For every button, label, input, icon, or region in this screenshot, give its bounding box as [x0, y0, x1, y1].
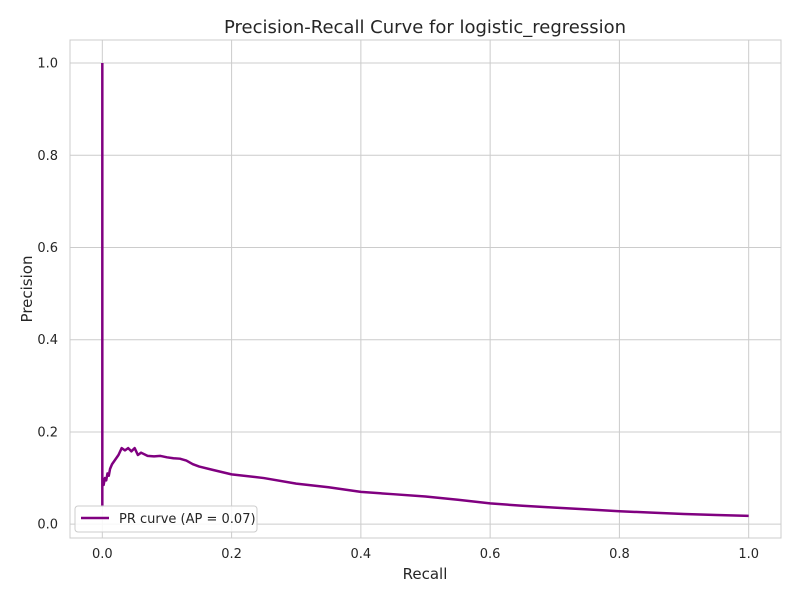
- legend-label: PR curve (AP = 0.07): [119, 512, 256, 527]
- legend-box: [74, 505, 258, 533]
- pr-curve-line: [101, 63, 749, 518]
- y-gridlines: [70, 62, 781, 525]
- x-tick-label: 0.4: [351, 547, 372, 562]
- y-tick-labels: 0.0 0.2 0.4 0.6 0.8 1.0: [37, 57, 58, 533]
- x-tick-label: 0.0: [92, 547, 113, 562]
- y-tick-label: 0.8: [37, 149, 58, 164]
- y-tick-label: 0.6: [37, 241, 58, 256]
- x-axis-label: Recall: [403, 565, 448, 583]
- x-tick-label: 0.2: [221, 547, 242, 562]
- y-axis-label: Precision: [18, 256, 36, 323]
- plot-area: [69, 39, 782, 539]
- y-tick-label: 1.0: [37, 57, 58, 72]
- y-tick-label: 0.2: [37, 425, 58, 440]
- y-tick-label: 0.0: [37, 518, 58, 533]
- legend: PR curve (AP = 0.07): [74, 505, 258, 533]
- plot-frame: [69, 39, 782, 539]
- x-tick-labels: 0.0 0.2 0.4 0.6 0.8 1.0: [92, 547, 759, 562]
- x-tick-label: 0.6: [480, 547, 501, 562]
- chart-title: Precision-Recall Curve for logistic_regr…: [224, 17, 626, 38]
- series-layer: [101, 63, 749, 518]
- x-tick-label: 0.8: [609, 547, 630, 562]
- x-tick-label: 1.0: [738, 547, 759, 562]
- y-tick-label: 0.4: [37, 333, 58, 348]
